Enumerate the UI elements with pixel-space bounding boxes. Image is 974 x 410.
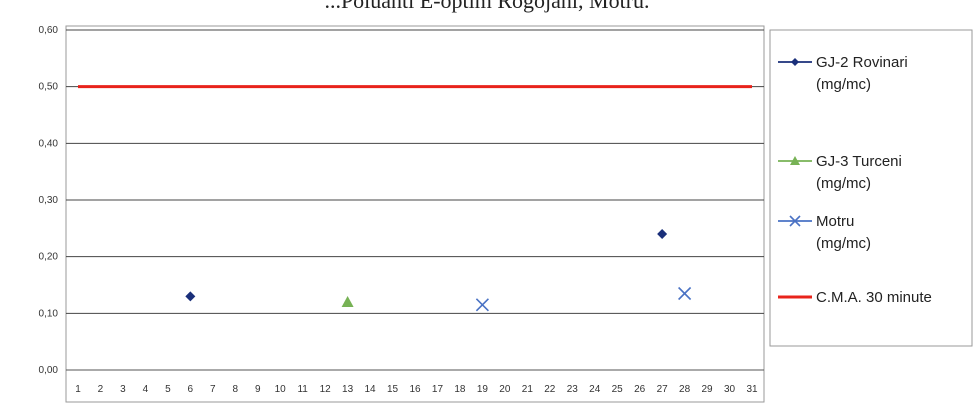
data-point [678,286,692,301]
x-tick-label: 5 [165,384,171,395]
x-tick-label: 9 [255,384,261,395]
y-tick-label: 0,00 [39,365,59,376]
x-tick-label: 2 [98,384,104,395]
x-tick-label: 26 [634,384,646,395]
x-tick-label: 13 [342,384,354,395]
plot-area [65,25,765,403]
x-tick-label: 27 [657,384,669,395]
x-tick-label: 23 [567,384,579,395]
x-tick-label: 21 [522,384,534,395]
x-tick-label: 25 [612,384,624,395]
x-tick-label: 8 [232,384,238,395]
y-tick-label: 0,10 [39,308,59,319]
data-point [341,296,354,307]
data-point [475,298,489,312]
x-tick-label: 4 [143,384,149,395]
legend-marker [790,156,800,165]
x-tick-label: 28 [679,384,691,395]
x-tick-label: 11 [297,384,308,395]
x-axis-ticks: 1 2 3 4 5 6 7 8 9 10 11 12 13 14 15 16 17 18 19 20 21 22 23 24 2… [75,384,758,395]
y-tick-label: 0,40 [39,138,59,149]
legend-label: C.M.A. 30 minute [816,289,932,306]
y-axis-ticks: 0,00 0,10 0,20 0,30 0,40 0,50 0,60 [39,25,59,376]
series-layer [78,85,752,312]
chart-title: ...Poluanti E-optim Rogojani, Motru. [324,0,650,13]
x-tick-label: 22 [544,384,556,395]
y-tick-label: 0,30 [39,195,59,206]
y-tick-label: 0,20 [39,252,59,263]
x-tick-label: 15 [387,384,399,395]
x-tick-label: 31 [746,384,758,395]
x-tick-label: 3 [120,384,126,395]
x-tick-label: 17 [432,384,444,395]
x-tick-label: 24 [589,384,601,395]
x-tick-label: 30 [724,384,736,395]
x-tick-label: 19 [477,384,489,395]
legend-marker [791,58,799,66]
x-tick-label: 29 [702,384,714,395]
x-tick-label: 18 [454,384,466,395]
x-tick-label: 6 [188,384,194,395]
x-tick-label: 20 [499,384,511,395]
legend-label: GJ-2 Rovinari (mg/mc) [816,54,908,93]
x-tick-label: 10 [275,384,287,395]
data-point [185,291,196,302]
x-tick-label: 14 [365,384,377,395]
legend-box [769,29,973,347]
x-tick-label: 16 [409,384,421,395]
x-tick-label: 7 [210,384,216,395]
y-tick-label: 0,50 [39,82,59,93]
x-tick-label: 12 [320,384,332,395]
legend: GJ-2 Rovinari (mg/mc) GJ-3 Turceni (mg/mc) M… [778,54,932,306]
legend-label: Motru (mg/mc) [816,213,871,252]
legend-marker [789,215,801,227]
y-tick-label: 0,60 [39,25,59,36]
data-point [657,229,668,239]
legend-label: GJ-3 Turceni (mg/mc) [816,153,902,192]
x-tick-label: 1 [75,384,81,395]
